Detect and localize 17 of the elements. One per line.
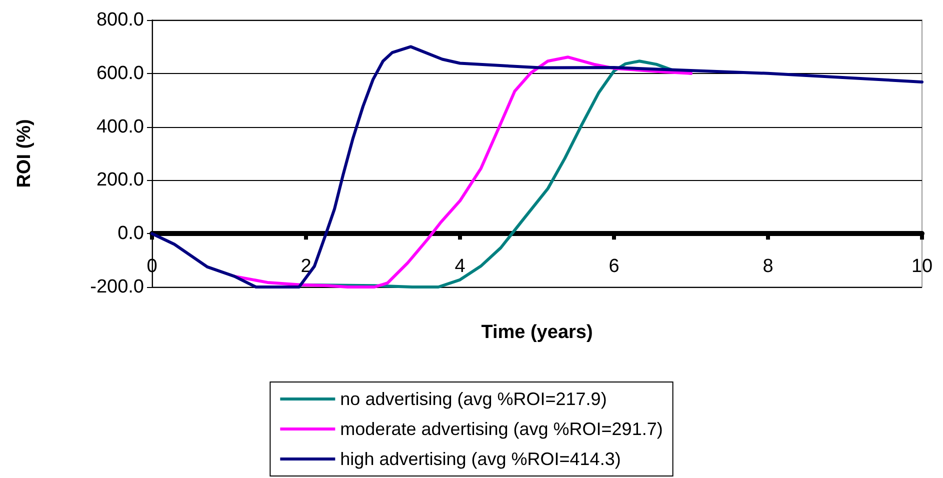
legend-label: no advertising (avg %ROI=217.9): [340, 389, 607, 409]
x-tick-label: 10: [911, 256, 933, 277]
x-tick-label: 2: [300, 256, 312, 277]
x-tick-label: 6: [608, 256, 620, 277]
y-tick-label: -200.0: [90, 276, 144, 298]
line-series: [232, 56, 692, 288]
y-tick-label: 0.0: [118, 223, 144, 244]
y-axis-title: ROI (%): [14, 119, 35, 188]
x-tick-label: 8: [762, 256, 774, 277]
y-tick-label: 600.0: [96, 62, 144, 84]
x-axis-title: Time (years): [481, 322, 593, 343]
y-tick-label: 200.0: [96, 170, 144, 191]
y-tick-label: 800.0: [96, 10, 144, 30]
legend-label: high advertising (avg %ROI=414.3): [340, 449, 621, 469]
x-tick-label: 4: [454, 256, 466, 277]
legend-label: moderate advertising (avg %ROI=291.7): [340, 419, 663, 439]
y-tick-label: 400.0: [96, 116, 144, 138]
